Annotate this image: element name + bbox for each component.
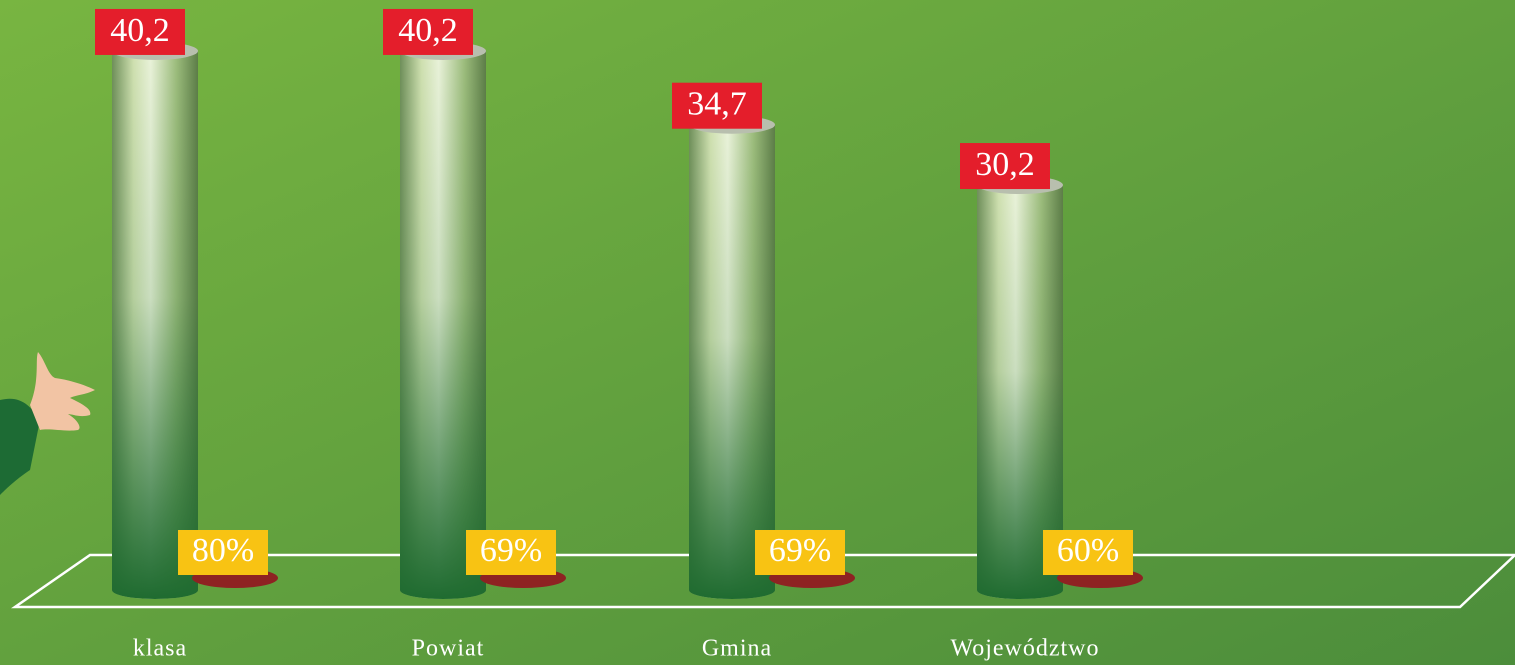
bar (112, 42, 198, 599)
x-tick-label: Gmina (702, 636, 772, 662)
value-label: 30,2 (975, 146, 1035, 183)
value-label: 80% (192, 532, 254, 569)
bar (400, 42, 486, 599)
bar (689, 116, 775, 599)
x-tick-label: klasa (133, 636, 187, 662)
value-label: 40,2 (110, 12, 170, 49)
bar-shade (112, 51, 198, 599)
chart: 40,2 80% klasa 40,2 69% Powiat 34,7 69% Gmina 30,… (0, 0, 1515, 665)
value-label: 69% (480, 532, 542, 569)
x-tick-label: Województwo (950, 636, 1099, 662)
value-label: 34,7 (687, 86, 747, 123)
bar-shade (400, 51, 486, 599)
page: {"chart_data":{"type":"cylinder-bar", "c… (0, 0, 1515, 665)
x-tick-label: Powiat (412, 636, 485, 662)
bar-shade (689, 125, 775, 599)
value-label: 60% (1057, 532, 1119, 569)
value-label: 40,2 (398, 12, 458, 49)
value-label: 69% (769, 532, 831, 569)
